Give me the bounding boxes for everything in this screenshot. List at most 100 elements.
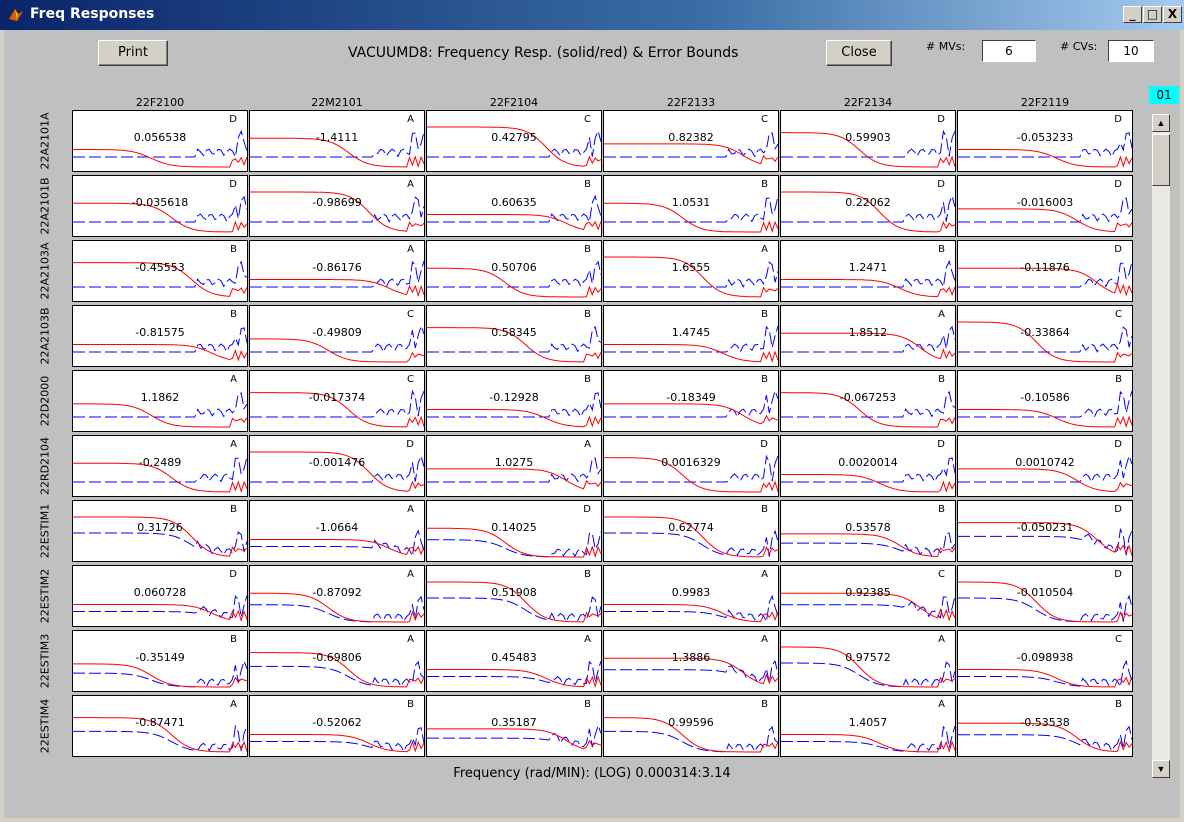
response-plot[interactable]: -0.87092 A — [249, 565, 425, 627]
response-plot[interactable]: 0.92385 C — [780, 565, 956, 627]
response-plot[interactable]: 1.8512 A — [780, 305, 956, 367]
response-plot[interactable]: -0.016003 D — [957, 175, 1133, 237]
response-plot[interactable]: 0.99596 B — [603, 695, 779, 757]
response-plot[interactable]: -0.050231 D — [957, 500, 1133, 562]
response-plot[interactable]: 0.31726 B — [72, 500, 248, 562]
response-plot[interactable]: -1.0664 A — [249, 500, 425, 562]
response-plot[interactable]: -0.86176 A — [249, 240, 425, 302]
response-plot[interactable]: -0.017374 C — [249, 370, 425, 432]
response-plot[interactable]: 1.1862 A — [72, 370, 248, 432]
response-plot[interactable]: 1.6555 A — [603, 240, 779, 302]
response-plot[interactable]: -0.010504 D — [957, 565, 1133, 627]
response-plot[interactable]: -0.053233 D — [957, 110, 1133, 172]
gain-value: 0.9983 — [671, 586, 711, 599]
response-plot[interactable]: 0.58345 B — [426, 305, 602, 367]
response-plot[interactable]: 0.0020014 D — [780, 435, 956, 497]
response-plot[interactable]: 0.45483 A — [426, 630, 602, 692]
response-plot[interactable]: -0.12928 B — [426, 370, 602, 432]
response-plot[interactable]: -0.45553 B — [72, 240, 248, 302]
response-plot[interactable]: -0.52062 B — [249, 695, 425, 757]
maximize-button[interactable]: □ — [1143, 6, 1162, 23]
mvs-field[interactable]: 6 — [982, 40, 1036, 62]
scroll-thumb[interactable] — [1152, 134, 1170, 186]
response-plot[interactable]: 0.97572 A — [780, 630, 956, 692]
response-plot[interactable]: -0.2489 A — [72, 435, 248, 497]
response-plot[interactable]: 1.4057 A — [780, 695, 956, 757]
response-plot[interactable]: 0.60635 B — [426, 175, 602, 237]
response-plot[interactable]: 0.35187 B — [426, 695, 602, 757]
row-header-label: 22A2101B — [38, 177, 52, 235]
mvs-label: # MVs: — [926, 40, 966, 53]
quality-grade: D — [937, 439, 945, 450]
frequency-response-line — [250, 338, 424, 363]
response-plot[interactable]: 1.3886 A — [603, 630, 779, 692]
response-plot[interactable]: -0.69806 A — [249, 630, 425, 692]
response-plot[interactable]: 0.14025 D — [426, 500, 602, 562]
title-bar[interactable]: Freq Responses _ □ X — [0, 0, 1184, 30]
response-plot[interactable]: 1.4745 B — [603, 305, 779, 367]
response-curves — [781, 725, 955, 753]
response-plot[interactable]: -0.35149 B — [72, 630, 248, 692]
error-bound-line — [427, 660, 601, 687]
arrow-down-icon: ▼ — [1156, 764, 1166, 774]
cvs-field[interactable]: 10 — [1108, 40, 1154, 62]
response-plot[interactable]: 1.0531 B — [603, 175, 779, 237]
quality-grade: D — [1114, 504, 1122, 515]
frequency-response-line — [781, 474, 955, 493]
close-window-button[interactable]: X — [1163, 6, 1182, 23]
response-plot[interactable]: -0.067253 B — [780, 370, 956, 432]
frequency-response-line — [781, 646, 955, 688]
error-bound-line — [604, 261, 778, 288]
response-plot[interactable]: 0.9983 A — [603, 565, 779, 627]
response-plot[interactable]: -0.001476 D — [249, 435, 425, 497]
response-plot[interactable]: -0.10586 B — [957, 370, 1133, 432]
scroll-down-button[interactable]: ▼ — [1152, 760, 1170, 778]
row-header: 22A2101A — [38, 110, 52, 172]
response-plot[interactable]: -0.11876 D — [957, 240, 1133, 302]
response-curves — [73, 260, 247, 297]
response-curves — [958, 522, 1132, 556]
vertical-scrollbar[interactable]: ▲ ▼ — [1152, 114, 1170, 778]
error-bound-line — [958, 527, 1132, 556]
response-plot[interactable]: 0.50706 B — [426, 240, 602, 302]
response-plot[interactable]: 0.0010742 D — [957, 435, 1133, 497]
response-plot[interactable]: -0.035618 D — [72, 175, 248, 237]
response-plot[interactable]: 0.59903 D — [780, 110, 956, 172]
response-plot[interactable]: 0.53578 B — [780, 500, 956, 562]
quality-grade: C — [1115, 634, 1122, 645]
gain-value: -0.45553 — [135, 261, 185, 274]
response-plot[interactable]: -0.98699 A — [249, 175, 425, 237]
response-plot[interactable]: 1.2471 B — [780, 240, 956, 302]
error-bound-line — [958, 594, 1132, 623]
row-header-label: 22A2103A — [38, 242, 52, 300]
response-plot[interactable]: 0.62774 B — [603, 500, 779, 562]
minimize-button[interactable]: _ — [1123, 6, 1142, 23]
response-plot[interactable]: 1.0275 A — [426, 435, 602, 497]
frequency-response-line — [604, 516, 778, 558]
close-button[interactable]: Close — [826, 40, 892, 66]
response-plot[interactable]: -0.87471 A — [72, 695, 248, 757]
gain-value: 0.58345 — [491, 326, 537, 339]
response-plot[interactable]: 0.42795 C — [426, 110, 602, 172]
response-plot[interactable]: 0.82382 C — [603, 110, 779, 172]
response-plot[interactable]: 0.0016329 D — [603, 435, 779, 497]
response-plot[interactable]: 0.056538 D — [72, 110, 248, 172]
response-plot[interactable]: -0.81575 B — [72, 305, 248, 367]
response-plot[interactable]: -0.33864 C — [957, 305, 1133, 367]
gain-value: 0.53578 — [845, 521, 891, 534]
frequency-response-line — [604, 604, 778, 623]
response-plot[interactable]: 0.51908 B — [426, 565, 602, 627]
scroll-up-button[interactable]: ▲ — [1152, 114, 1170, 132]
gain-value: 1.8512 — [848, 326, 888, 339]
response-plot[interactable]: -0.18349 B — [603, 370, 779, 432]
quality-grade: B — [230, 309, 237, 320]
response-plot[interactable]: 0.060728 D — [72, 565, 248, 627]
response-plot[interactable]: -0.098938 C — [957, 630, 1133, 692]
frequency-response-line — [250, 279, 424, 298]
response-plot[interactable]: -0.53538 B — [957, 695, 1133, 757]
frequency-response-line — [604, 403, 778, 425]
response-plot[interactable]: 0.22062 D — [780, 175, 956, 237]
print-button[interactable]: Print — [98, 40, 168, 66]
response-plot[interactable]: -1.4111 A — [249, 110, 425, 172]
response-plot[interactable]: -0.49809 C — [249, 305, 425, 367]
